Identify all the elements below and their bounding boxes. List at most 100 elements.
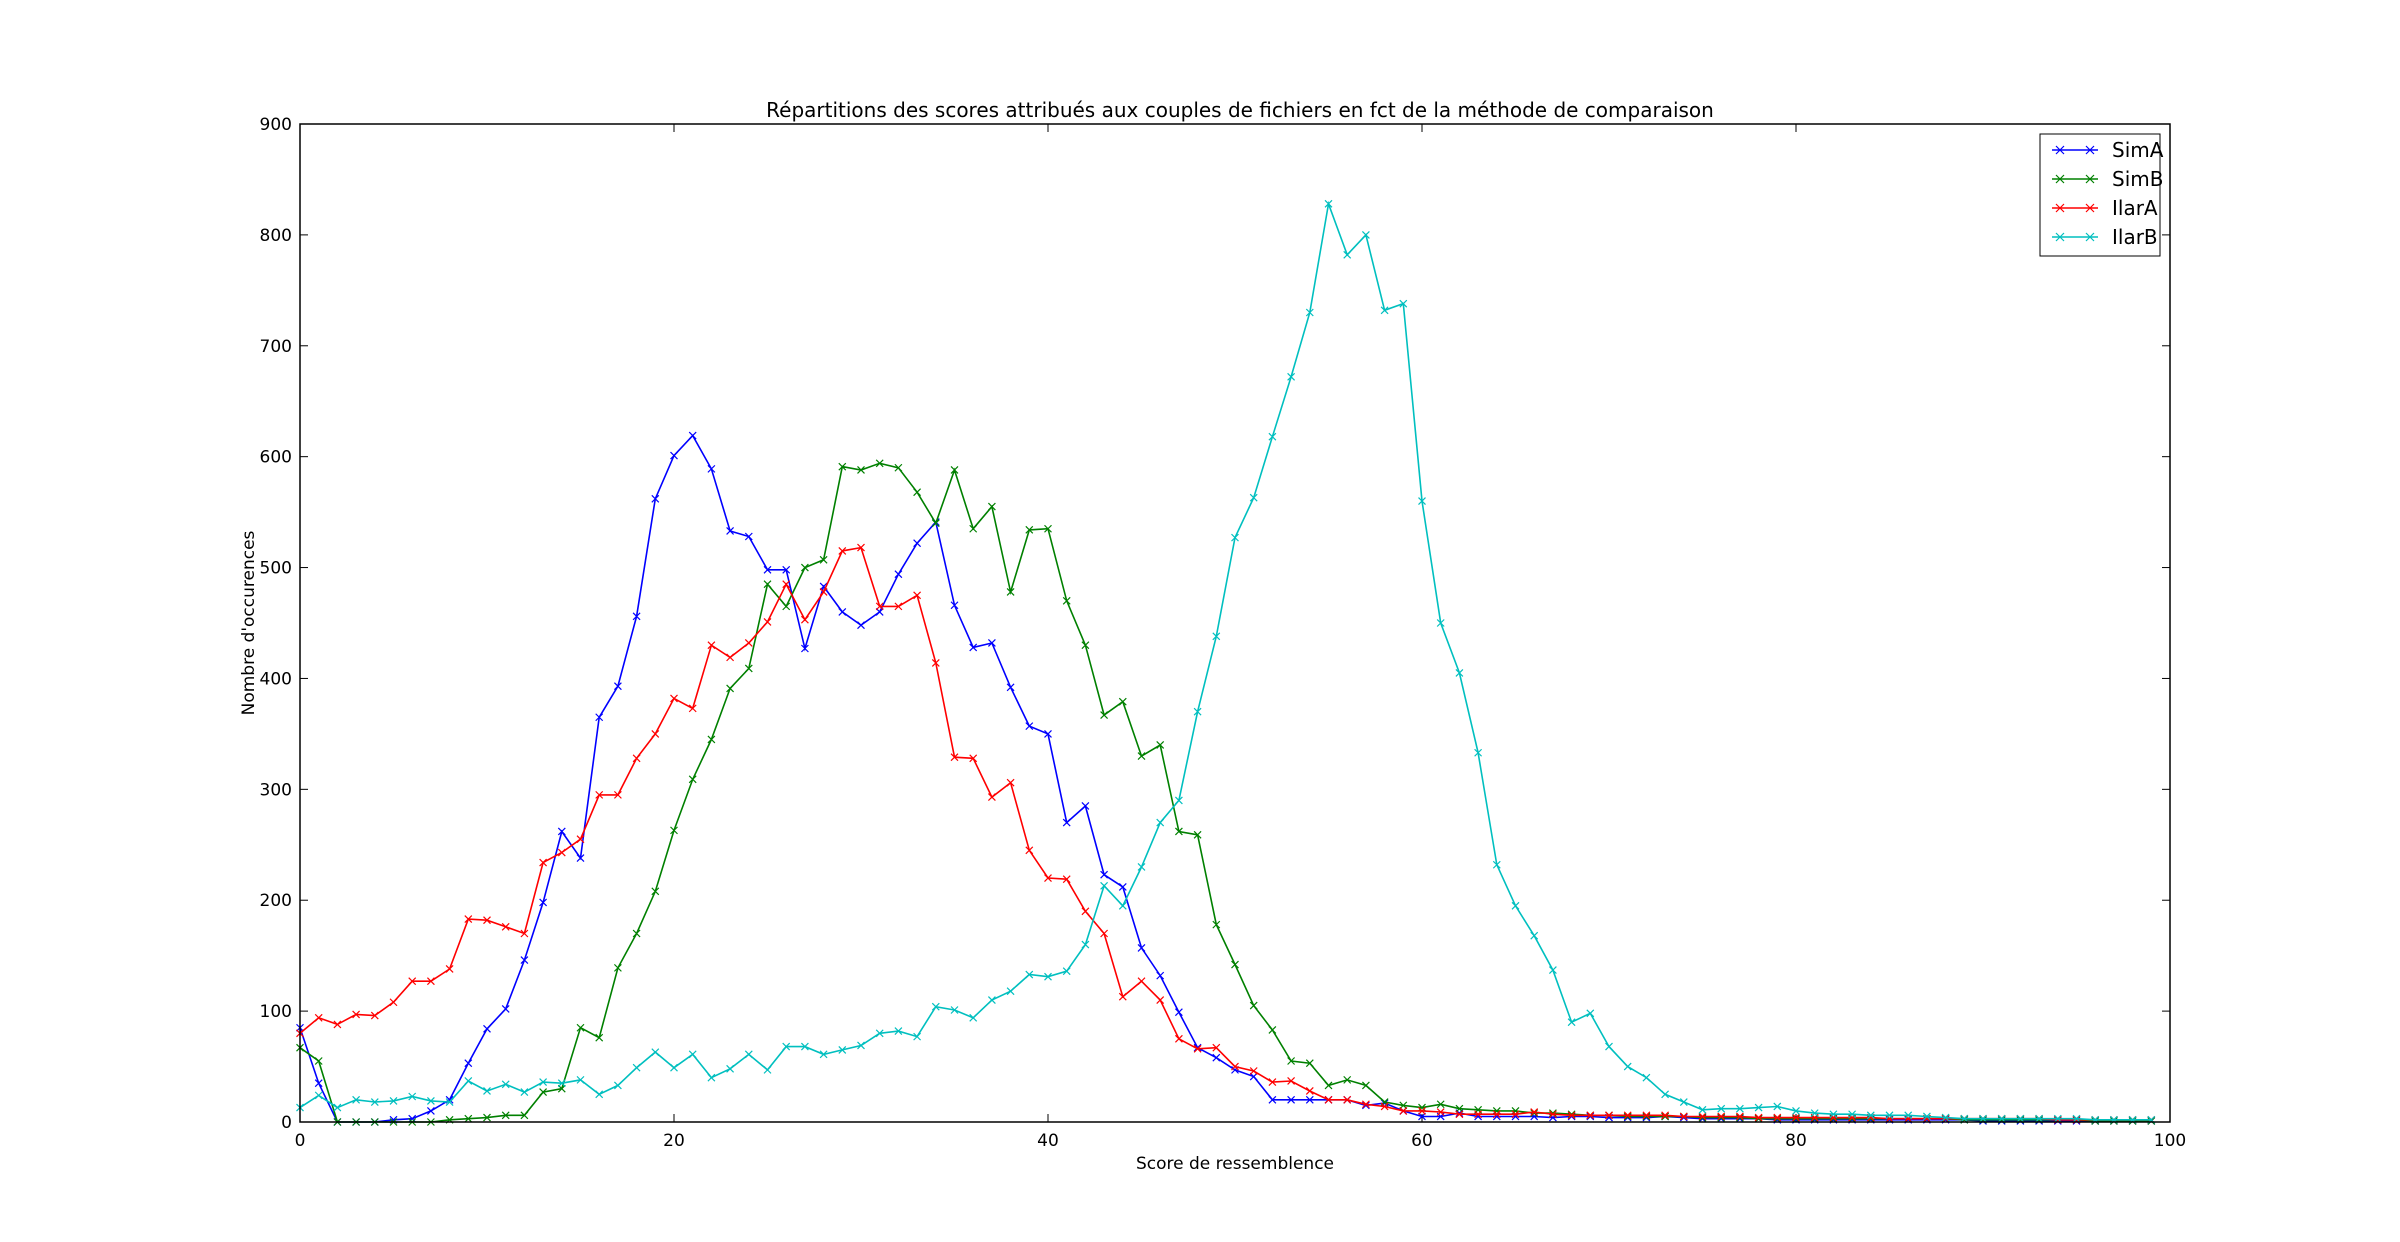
data-point-ilara [1623, 1111, 1632, 1120]
data-point-ilarb [1455, 668, 1464, 677]
data-point-sima [464, 1059, 473, 1068]
data-point-ilara [1193, 1044, 1202, 1053]
data-point-ilarb [782, 1042, 791, 1051]
data-point-ilara [1062, 875, 1071, 884]
data-point-ilarb [1773, 1102, 1782, 1111]
y-tick-label: 0 [281, 1113, 292, 1133]
data-point-ilarb [1586, 1009, 1595, 1018]
data-point-ilara [950, 753, 959, 762]
data-point-sima [688, 431, 697, 440]
data-point-ilara [389, 998, 398, 1007]
data-point-ilarb [1324, 199, 1333, 208]
data-point-ilarb [800, 1042, 809, 1051]
data-point-sima [1305, 1095, 1314, 1104]
data-point-ilarb [969, 1013, 978, 1022]
data-point-ilarb [1399, 299, 1408, 308]
data-point-ilara [987, 793, 996, 802]
data-point-ilara [1548, 1110, 1557, 1119]
data-point-sima [632, 612, 641, 621]
data-point-ilarb [1754, 1103, 1763, 1112]
data-point-ilara [1941, 1114, 1950, 1123]
data-point-ilarb [1137, 863, 1146, 871]
data-point-ilarb [931, 1002, 940, 1011]
data-point-ilara [333, 1020, 342, 1029]
data-point-ilara [1231, 1062, 1239, 1071]
data-point-sima [1081, 802, 1090, 810]
data-point-simb [1866, 1114, 1875, 1123]
series-line-ilarb [299, 200, 2152, 1121]
y-axis-label: Nombre d'occurences [239, 530, 259, 715]
data-point-ilarb [1698, 1105, 1707, 1114]
y-tick-label: 900 [260, 115, 292, 135]
data-point-ilarb [539, 1078, 548, 1087]
data-point-ilara [1661, 1111, 1670, 1120]
data-point-ilarb [1642, 1073, 1651, 1082]
legend-marker-simb [2055, 174, 2095, 184]
data-point-simb [651, 887, 660, 896]
data-point-ilara [688, 704, 697, 713]
data-point-ilarb [1025, 970, 1034, 979]
data-point-ilara [913, 591, 922, 600]
data-point-sima [1212, 1053, 1221, 1062]
data-point-ilarb [1081, 940, 1090, 949]
data-point-ilara [670, 694, 678, 703]
data-point-sima [744, 532, 753, 541]
data-point-sima [520, 956, 529, 965]
data-point-sima [314, 1079, 323, 1088]
data-point-ilarb [1904, 1111, 1913, 1120]
data-point-sima [875, 607, 884, 616]
data-point-simb [1530, 1109, 1539, 1118]
data-point-ilarb [726, 1064, 735, 1073]
data-point-ilara [1792, 1113, 1800, 1122]
legend-marker-ilarb [2055, 232, 2095, 242]
data-point-ilarb [445, 1098, 454, 1106]
legend-marker-sima [2055, 145, 2095, 155]
data-point-ilara [707, 641, 716, 650]
data-point-ilara [1904, 1114, 1913, 1123]
data-point-ilarb [894, 1027, 903, 1035]
data-point-ilarb [1193, 707, 1202, 716]
data-point-ilarb [352, 1095, 361, 1104]
data-point-simb [1792, 1114, 1800, 1123]
data-point-ilarb [1474, 748, 1483, 757]
data-point-simb [894, 463, 903, 472]
data-point-ilara [1586, 1111, 1595, 1120]
data-point-ilara [782, 580, 791, 589]
data-point-ilarb [483, 1087, 491, 1095]
series-ilarb [296, 199, 2156, 1124]
data-point-sima [969, 643, 978, 652]
data-point-sima [483, 1024, 491, 1033]
series-sima [296, 431, 2156, 1126]
data-point-ilara [520, 929, 529, 938]
data-point-simb [707, 735, 716, 744]
data-point-simb [483, 1113, 491, 1122]
data-point-ilara [1287, 1077, 1296, 1085]
data-point-sima [1418, 1112, 1426, 1121]
data-point-sima [557, 827, 566, 836]
data-point-sima [539, 898, 548, 907]
data-point-ilarb [1436, 619, 1445, 627]
data-point-ilara [1418, 1106, 1426, 1115]
x-tick-label: 40 [1037, 1131, 1059, 1151]
data-point-ilara [1642, 1111, 1651, 1120]
legend-marker-ilara [2055, 203, 2095, 213]
data-point-simb [2109, 1116, 2118, 1125]
data-point-ilarb [1100, 881, 1109, 890]
data-point-ilara [314, 1013, 323, 1022]
data-point-ilarb [1174, 796, 1183, 805]
data-point-ilara [763, 617, 772, 626]
data-point-simb [688, 775, 697, 784]
data-point-sima [1268, 1095, 1277, 1104]
data-point-ilara [651, 729, 660, 738]
data-point-ilara [1698, 1112, 1707, 1121]
data-point-ilara [1399, 1106, 1408, 1115]
data-point-sima [913, 539, 922, 548]
data-point-ilarb [1006, 987, 1015, 996]
data-point-ilarb [1305, 308, 1314, 317]
data-point-ilarb [1960, 1114, 1969, 1123]
data-point-ilarb [1287, 372, 1296, 381]
data-point-sima [857, 621, 865, 630]
data-point-simb [1773, 1114, 1782, 1123]
data-point-ilarb [389, 1097, 398, 1105]
data-point-simb [1212, 920, 1221, 929]
